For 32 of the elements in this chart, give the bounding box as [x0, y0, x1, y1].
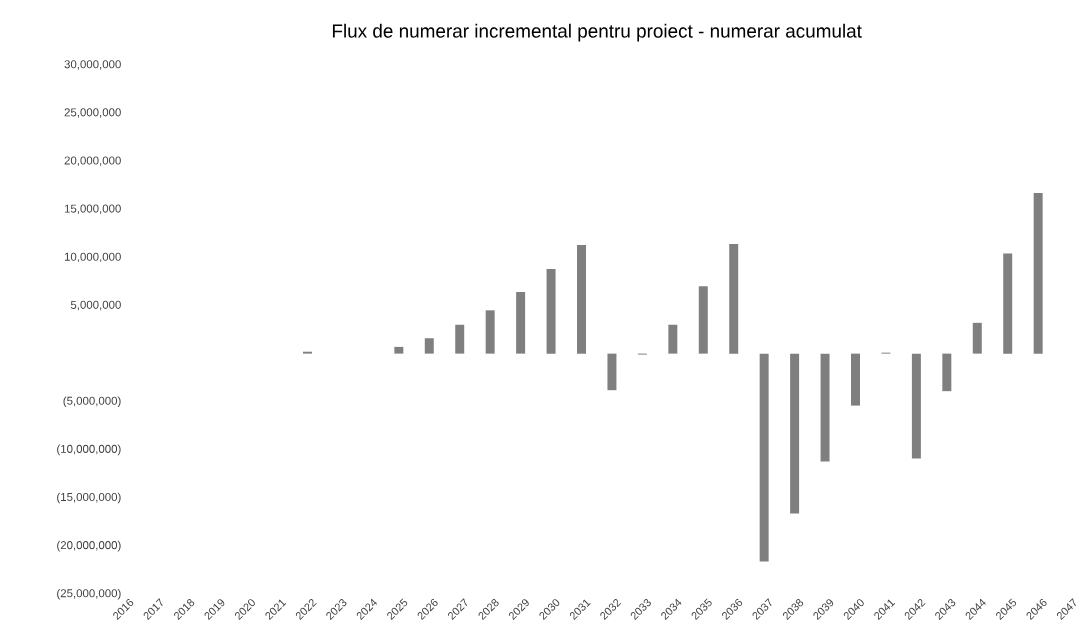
bar	[972, 322, 982, 354]
bar	[942, 353, 952, 392]
y-tick-label: 10,000,000	[64, 252, 121, 263]
y-tick-label: 30,000,000	[64, 60, 121, 70]
bar	[424, 338, 434, 354]
bar	[1033, 192, 1043, 354]
y-tick-label: 5,000,000	[70, 300, 121, 311]
y-tick-label: (20,000,000)	[57, 540, 121, 552]
bar	[759, 353, 769, 562]
bar	[851, 353, 860, 406]
bar	[820, 353, 830, 462]
y-tick-label: (25,000,000)	[57, 588, 121, 600]
bar	[1003, 253, 1013, 354]
bar	[546, 268, 556, 354]
bar	[577, 244, 586, 354]
bar	[607, 353, 617, 391]
y-tick-label: 15,000,000	[64, 204, 121, 214]
y-tick-label: (5,000,000)	[63, 396, 121, 407]
y-tick-label: (15,000,000)	[57, 492, 121, 504]
bar	[790, 353, 800, 514]
bar	[729, 243, 739, 354]
bar	[668, 324, 678, 354]
y-tick-label: 25,000,000	[64, 108, 121, 118]
bar	[698, 286, 708, 354]
bar	[911, 353, 921, 459]
bar	[455, 324, 465, 354]
bar	[516, 291, 526, 354]
bar	[394, 346, 404, 354]
bar	[485, 310, 495, 354]
y-tick-label: (10,000,000)	[57, 444, 121, 456]
y-tick-label: 20,000,000	[64, 156, 121, 166]
chart-title: Flux de numerar incremental pentru proiect - numerar acumulat	[332, 23, 862, 42]
